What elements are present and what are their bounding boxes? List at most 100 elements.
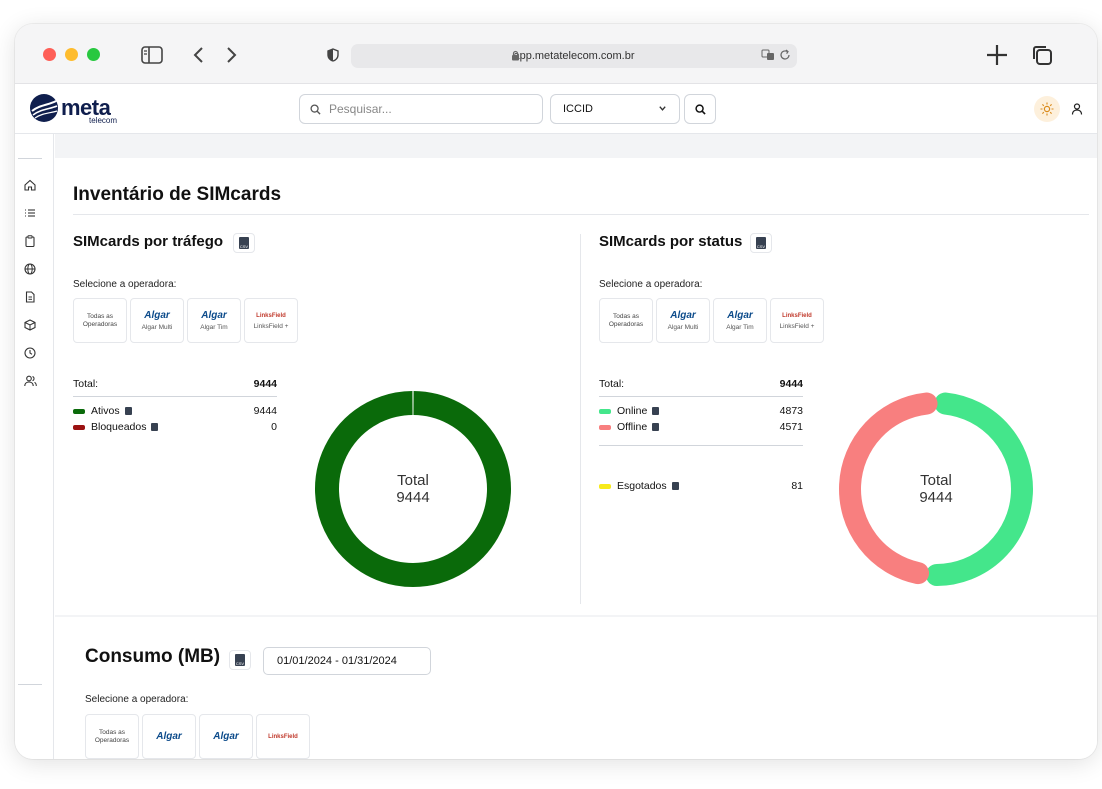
sidebar-divider — [18, 158, 42, 159]
consumo-operator-label: Selecione a operadora: — [85, 694, 189, 705]
linksfield-logo: LinksField — [268, 733, 298, 740]
export-icon[interactable] — [151, 423, 159, 431]
search-submit-button[interactable] — [684, 94, 716, 124]
user-icon — [1071, 103, 1083, 115]
main-content: Inventário de SIMcards SIMcards por tráf… — [55, 134, 1097, 759]
operator-option-linksfield[interactable]: LinksField LinksField + — [244, 298, 298, 343]
legend-swatch — [73, 424, 85, 430]
minimize-window-button[interactable] — [65, 48, 78, 61]
inventory-card — [55, 158, 1097, 615]
date-range-input[interactable]: 01/01/2024 - 01/31/2024 — [263, 647, 431, 675]
legend-value: 81 — [791, 480, 803, 492]
donut-slice-online[interactable] — [925, 392, 1033, 586]
status-donut-chart: Total 9444 — [839, 392, 1033, 586]
operator-option-linksfield[interactable]: LinksField — [256, 714, 310, 759]
home-icon[interactable] — [23, 178, 37, 192]
algar-logo: Algar — [727, 309, 753, 321]
list-icon[interactable] — [23, 206, 37, 220]
clipboard-icon[interactable] — [23, 234, 37, 248]
operator-option-all[interactable]: Todas as Operadoras — [73, 298, 127, 343]
consumo-section-title: Consumo (MB) — [85, 646, 221, 667]
operator-option-algar-tim[interactable]: Algar — [199, 714, 253, 759]
legend-value: 4873 — [779, 405, 803, 417]
status-csv-export-button[interactable]: CSV — [750, 233, 772, 253]
tab-overview-icon[interactable] — [1029, 42, 1055, 68]
clock-icon[interactable] — [23, 346, 37, 360]
consumo-csv-export-button[interactable]: CSV — [229, 650, 251, 670]
algar-logo: Algar — [144, 309, 170, 321]
operator-option-linksfield[interactable]: LinksField LinksField + — [770, 298, 824, 343]
legend-value: 0 — [271, 421, 277, 433]
traffic-stats: Total: 9444 Ativos 9444 Bloqueados 0 — [73, 376, 277, 435]
status-section-title: SIMcards por status — [599, 233, 743, 250]
url-bar[interactable]: app.metatelecom.com.br — [351, 44, 797, 68]
user-menu-button[interactable] — [1066, 98, 1088, 120]
algar-logo: Algar — [201, 309, 227, 321]
operator-option-all[interactable]: Todas as Operadoras — [599, 298, 653, 343]
legend-swatch — [599, 424, 611, 430]
translate-icon[interactable] — [761, 49, 775, 64]
search-icon — [310, 103, 321, 115]
search-type-select[interactable]: ICCID — [550, 94, 680, 124]
csv-file-icon: CSV — [235, 654, 245, 666]
export-icon[interactable] — [124, 407, 132, 415]
back-icon[interactable] — [185, 42, 211, 68]
operator-option-algar-multi[interactable]: Algar Algar Multi — [130, 298, 184, 343]
reload-icon[interactable] — [779, 49, 791, 64]
operator-name: Todas as Operadoras — [608, 312, 644, 328]
donut-center-label: Total — [920, 472, 952, 489]
chevron-down-icon — [659, 106, 666, 111]
logo-text: meta — [61, 95, 111, 120]
lock-icon — [511, 50, 520, 64]
url-text: app.metatelecom.com.br — [513, 50, 635, 62]
donut-center-label: Total — [397, 472, 429, 489]
operator-option-algar-tim[interactable]: Algar Algar Tim — [713, 298, 767, 343]
donut-slice-offline[interactable] — [839, 392, 938, 585]
sidebar-divider — [18, 684, 42, 685]
search-type-value: ICCID — [563, 103, 593, 115]
csv-file-icon: CSV — [756, 237, 766, 249]
package-icon[interactable] — [23, 318, 37, 332]
legend-label: Ativos — [91, 405, 120, 417]
title-divider — [73, 214, 1089, 215]
logo-globe-icon — [30, 94, 58, 122]
document-icon[interactable] — [23, 290, 37, 304]
traffic-donut-chart: Total 9444 — [315, 391, 511, 587]
forward-icon[interactable] — [219, 42, 245, 68]
operator-name: Algar Tim — [200, 323, 228, 331]
operator-name: Algar Multi — [141, 323, 173, 331]
status-operator-label: Selecione a operadora: — [599, 279, 703, 290]
operator-option-algar-multi[interactable]: Algar Algar Multi — [656, 298, 710, 343]
donut-slice-ativos[interactable] — [315, 391, 511, 587]
globe-icon[interactable] — [23, 262, 37, 276]
traffic-operator-label: Selecione a operadora: — [73, 279, 177, 290]
legend-swatch — [599, 408, 611, 414]
theme-toggle-button[interactable] — [1034, 96, 1060, 122]
total-value: 9444 — [253, 378, 277, 390]
export-icon[interactable] — [652, 407, 660, 415]
close-window-button[interactable] — [43, 48, 56, 61]
operator-option-all[interactable]: Todas as Operadoras — [85, 714, 139, 759]
sidebar-toggle-icon[interactable] — [139, 42, 165, 68]
sidebar-nav — [15, 134, 54, 759]
export-icon[interactable] — [671, 482, 679, 490]
donut-center-value: 9444 — [396, 489, 429, 506]
zoom-window-button[interactable] — [87, 48, 100, 61]
export-icon[interactable] — [652, 423, 660, 431]
new-tab-icon[interactable] — [984, 42, 1010, 68]
operator-name: Algar Tim — [726, 323, 754, 331]
traffic-csv-export-button[interactable]: CSV — [233, 233, 255, 253]
total-label: Total: — [599, 378, 625, 390]
legend-label: Esgotados — [617, 480, 667, 492]
meta-telecom-logo[interactable]: meta telecom — [29, 93, 117, 125]
total-value: 9444 — [779, 378, 803, 390]
legend-label: Online — [617, 405, 648, 417]
privacy-shield-icon[interactable] — [320, 42, 346, 68]
operator-name: Todas as Operadoras — [94, 728, 130, 744]
operator-option-algar-multi[interactable]: Algar — [142, 714, 196, 759]
search-icon — [694, 103, 706, 115]
operator-option-algar-tim[interactable]: Algar Algar Tim — [187, 298, 241, 343]
legend-swatch — [599, 483, 611, 489]
search-input[interactable]: Pesquisar... — [299, 94, 543, 124]
users-icon[interactable] — [23, 374, 37, 388]
